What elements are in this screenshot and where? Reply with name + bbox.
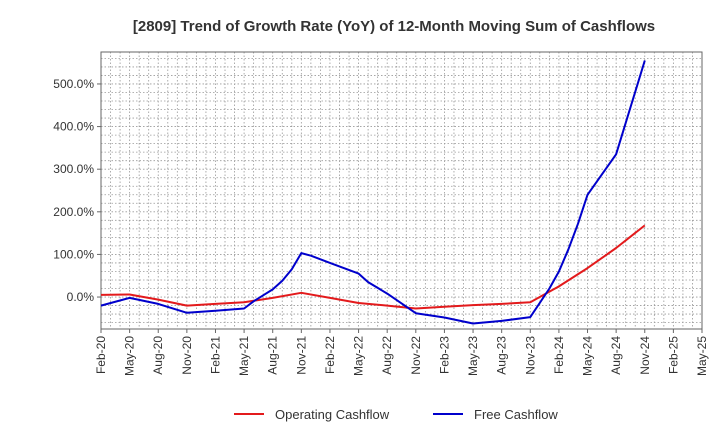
legend-label: Free Cashflow	[474, 407, 558, 422]
x-tick-label: Nov-22	[409, 336, 423, 375]
x-tick-label: May-21	[237, 336, 251, 376]
y-tick-label: 0.0%	[67, 290, 95, 304]
x-tick-label: Nov-23	[523, 336, 537, 375]
y-tick-label: 500.0%	[53, 77, 94, 91]
y-tick-label: 100.0%	[53, 247, 94, 261]
y-tick-label: 200.0%	[53, 205, 94, 219]
y-tick-label: 300.0%	[53, 162, 94, 176]
x-tick-label: May-22	[352, 336, 366, 376]
x-tick-label: Feb-20	[94, 336, 108, 374]
x-tick-label: Feb-21	[208, 336, 222, 374]
x-tick-label: Aug-23	[495, 336, 509, 375]
x-tick-label: Feb-25	[666, 336, 680, 374]
series-line-operating-cashflow	[100, 224, 646, 310]
x-tick-label: May-24	[581, 336, 595, 376]
x-tick-label: Feb-24	[552, 336, 566, 374]
x-tick-label: Aug-24	[609, 336, 623, 375]
legend-label: Operating Cashflow	[275, 407, 390, 422]
legend: Operating Cashflow Free Cashflow	[234, 407, 558, 422]
x-tick-label: Nov-20	[180, 336, 194, 375]
x-tick-label: Feb-23	[437, 336, 451, 374]
x-tick-label: Aug-21	[266, 336, 280, 375]
x-tick-label: Aug-20	[151, 336, 165, 375]
chart-title: [2809] Trend of Growth Rate (YoY) of 12-…	[133, 18, 655, 35]
x-axis-ticks: Feb-20 May-20 Aug-20 Nov-20 Feb-21 May-21 Aug-…	[94, 329, 709, 376]
plot-frame	[100, 51, 703, 330]
series-lines	[100, 60, 646, 325]
x-tick-label: Nov-21	[294, 336, 308, 375]
x-tick-label: May-20	[123, 336, 137, 376]
y-tick-label: 400.0%	[53, 120, 94, 134]
grid	[100, 52, 703, 329]
y-axis-ticks: 0.0% 100.0% 200.0% 300.0% 400.0% 500.0%	[53, 77, 101, 304]
x-tick-label: May-23	[466, 336, 480, 376]
x-tick-label: Feb-22	[323, 336, 337, 374]
x-tick-label: May-25	[695, 336, 709, 376]
series-line-free-cashflow	[100, 60, 646, 325]
x-tick-label: Nov-24	[638, 336, 652, 375]
x-tick-label: Aug-22	[380, 336, 394, 375]
